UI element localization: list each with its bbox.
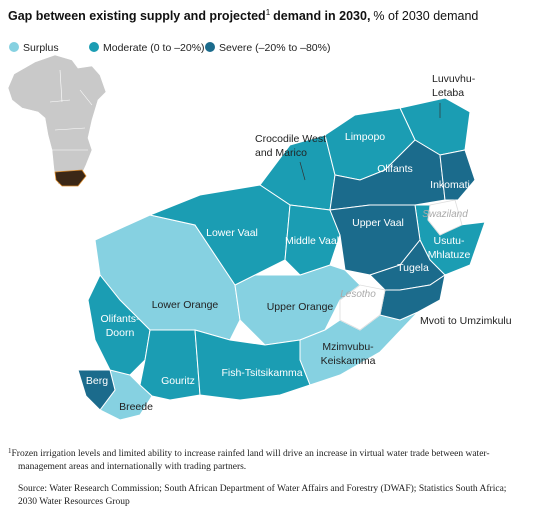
- source-line: Source: Water Research Commission; South…: [18, 483, 506, 494]
- region-label: Lower Orange: [152, 299, 219, 311]
- region-label: Usutu-: [434, 235, 465, 247]
- map: [77, 97, 486, 421]
- region-label: Keiskamma: [321, 355, 376, 367]
- other-area-label: Lesotho: [340, 289, 376, 300]
- region-label: Crocodile West: [255, 133, 326, 145]
- other-area: [339, 284, 386, 331]
- region-label: Letaba: [432, 87, 464, 99]
- footnote: 1Frozen irrigation levels and limited ab…: [8, 447, 490, 459]
- subtitle: % of 2030 demand: [373, 9, 478, 23]
- region-label: Berg: [86, 375, 108, 387]
- legend-label: Moderate (0 to –20%): [103, 42, 205, 54]
- title-rest: demand in 2030,: [273, 9, 370, 23]
- region-label: Upper Vaal: [352, 217, 404, 229]
- region-label: Luvuvhu-: [432, 73, 476, 85]
- region-label: and Marico: [255, 147, 307, 159]
- legend-label: Severe (–20% to –80%): [219, 42, 330, 54]
- footnote-marker: 1: [8, 447, 12, 455]
- region-label: Gouritz: [161, 375, 195, 387]
- region: [139, 329, 201, 401]
- region-label: Olifants: [377, 163, 413, 175]
- region-label: Mvoti to Umzimkulu: [420, 315, 512, 327]
- inset-borders: [49, 69, 93, 151]
- footnote-line: management areas and internationally wit…: [18, 462, 246, 472]
- inset-highlight: [54, 169, 87, 187]
- region-label: Breede: [119, 401, 153, 413]
- africa-shape: [7, 54, 107, 187]
- legend-swatch: [205, 42, 215, 52]
- region-label: Mzimvubu-: [322, 341, 374, 353]
- title-marker: 1: [266, 8, 271, 17]
- region-label: Tugela: [397, 262, 429, 274]
- inset-africa: [7, 54, 107, 187]
- region-label: Upper Orange: [267, 301, 334, 313]
- legend: Surplus Moderate (0 to –20%) Severe (–20% …: [9, 42, 330, 54]
- region: [87, 274, 151, 376]
- other-area-label: Swaziland: [422, 209, 468, 220]
- region-label: Mhlatuze: [428, 249, 471, 261]
- region-label: Inkomati: [430, 179, 470, 191]
- region-label: Middle Vaal: [285, 235, 339, 247]
- region: [77, 369, 116, 411]
- region: [439, 149, 476, 201]
- region-label: Fish-Tsitsikamma: [221, 367, 302, 379]
- source-line: 2030 Water Resources Group: [18, 497, 130, 507]
- other-area: [427, 199, 463, 236]
- legend-swatch: [89, 42, 99, 52]
- legend-swatch: [9, 42, 19, 52]
- leader-line: [299, 161, 306, 181]
- region-label: Olifants-: [100, 313, 140, 325]
- region: [194, 329, 311, 401]
- region-label: Limpopo: [345, 131, 385, 143]
- region-labels: Lower Orange Upper Orange Mzimvubu- Keiskam…: [86, 73, 512, 413]
- footnote-line: Frozen irrigation levels and limited abi…: [12, 448, 490, 459]
- region-label: Doorn: [106, 327, 135, 339]
- legend-label: Surplus: [23, 42, 59, 54]
- region-label: Lower Vaal: [206, 227, 258, 239]
- title-main: Gap between existing supply and projecte…: [8, 9, 266, 23]
- title: Gap between existing supply and projecte…: [8, 8, 478, 23]
- region: [379, 273, 446, 321]
